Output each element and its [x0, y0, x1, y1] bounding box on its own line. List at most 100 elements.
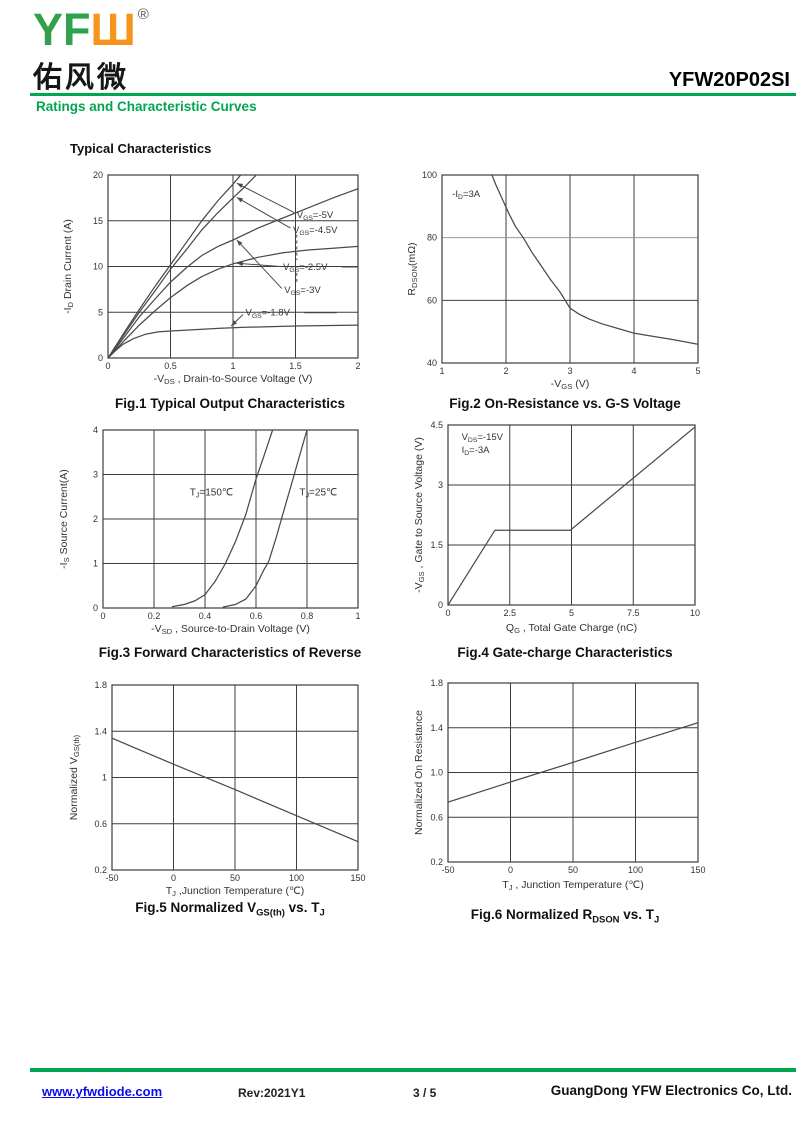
- footer-rule: [30, 1068, 796, 1072]
- svg-text:4.5: 4.5: [430, 420, 443, 430]
- svg-text:-50: -50: [441, 865, 454, 875]
- svg-text:5: 5: [695, 366, 700, 376]
- footer-page-number: 3 / 5: [413, 1086, 437, 1100]
- svg-text:2: 2: [503, 366, 508, 376]
- svg-text:50: 50: [568, 865, 578, 875]
- svg-text:VGS=-3V: VGS=-3V: [284, 285, 321, 297]
- header-rule: [30, 93, 796, 96]
- svg-text:VGS=-1.8V: VGS=-1.8V: [246, 308, 291, 320]
- svg-text:7.5: 7.5: [627, 608, 640, 618]
- svg-text:TJ=25℃: TJ=25℃: [299, 487, 337, 499]
- svg-text:0: 0: [438, 600, 443, 610]
- svg-text:100: 100: [289, 873, 304, 883]
- svg-text:150: 150: [350, 873, 365, 883]
- svg-text:-50: -50: [105, 873, 118, 883]
- section-heading: Ratings and Characteristic Curves: [36, 99, 257, 114]
- svg-text:0: 0: [98, 353, 103, 363]
- figure-2-chart: 1 2 3 4 5 40 60 80 100 -ID=3A -VGS (V) RDSON(mΩ): [408, 170, 701, 391]
- svg-text:1.8: 1.8: [430, 678, 443, 688]
- svg-text:1: 1: [355, 611, 360, 621]
- svg-text:15: 15: [93, 216, 103, 226]
- svg-text:Normalized VGS(th): Normalized VGS(th): [68, 734, 81, 820]
- svg-text:QG , Total Gate Charge (nC): QG , Total Gate Charge (nC): [506, 622, 637, 635]
- svg-text:5: 5: [569, 608, 574, 618]
- svg-text:1: 1: [439, 366, 444, 376]
- svg-text:TJ=150℃: TJ=150℃: [190, 487, 233, 499]
- logo-wordmark: YFШ ®: [33, 6, 149, 53]
- svg-text:5: 5: [98, 307, 103, 317]
- svg-text:60: 60: [427, 295, 437, 305]
- svg-text:1.5: 1.5: [430, 540, 443, 550]
- figure-2-caption: Fig.2 On-Resistance vs. G-S Voltage: [449, 396, 681, 411]
- svg-text:TJ ,Junction Temperature (℃): TJ ,Junction Temperature (℃): [166, 885, 305, 898]
- svg-text:TJ , Junction Temperature (℃): TJ , Junction Temperature (℃): [502, 879, 643, 892]
- svg-text:40: 40: [427, 358, 437, 368]
- footer-company-name: GuangDong YFW Electronics Co, Ltd.: [550, 1083, 792, 1098]
- svg-text:VGS=-2.5V: VGS=-2.5V: [283, 262, 328, 274]
- figure-6-chart: -50 0 50 100 150 0.2 0.6 1.0 1.4 1.8 TJ , Junction…: [413, 678, 706, 892]
- svg-text:20: 20: [93, 170, 103, 180]
- svg-text:0: 0: [171, 873, 176, 883]
- svg-text:Normalized On Resistance: Normalized On Resistance: [413, 710, 425, 835]
- svg-text:VGS=-4.5V: VGS=-4.5V: [293, 225, 338, 237]
- svg-text:0: 0: [445, 608, 450, 618]
- svg-text:150: 150: [690, 865, 705, 875]
- svg-text:50: 50: [230, 873, 240, 883]
- svg-text:1: 1: [102, 773, 107, 783]
- svg-text:0.6: 0.6: [430, 812, 443, 822]
- logo-w-glyph: Ш: [90, 4, 136, 55]
- figure-6-caption: Fig.6 Normalized RDSON vs. TJ: [470, 907, 660, 926]
- svg-text:1.4: 1.4: [430, 723, 443, 733]
- svg-text:0.5: 0.5: [164, 361, 177, 371]
- svg-text:4: 4: [93, 425, 98, 435]
- svg-text:0: 0: [508, 865, 513, 875]
- figure-3-chart: 0 0.2 0.4 0.6 0.8 1 0 1 2 3 4 TJ=150℃ TJ=25℃ -VSD , S…: [58, 425, 361, 636]
- svg-text:10: 10: [93, 262, 103, 272]
- svg-text:10: 10: [690, 608, 700, 618]
- svg-text:0.8: 0.8: [301, 611, 314, 621]
- svg-text:0: 0: [105, 361, 110, 371]
- figure-1-chart: 0 0.5 1 1.5 205101520VGS=-5VVGS=-4.5VVGS=-2.…: [62, 170, 361, 386]
- svg-text:1.0: 1.0: [430, 768, 443, 778]
- svg-text:1: 1: [230, 361, 235, 371]
- svg-text:2: 2: [355, 361, 360, 371]
- svg-text:100: 100: [628, 865, 643, 875]
- svg-text:-ID=3A: -ID=3A: [452, 189, 481, 201]
- svg-text:-VGS (V): -VGS (V): [551, 378, 589, 391]
- svg-text:3: 3: [93, 470, 98, 480]
- svg-text:-VGS , Gate to Source Voltage: -VGS , Gate to Source Voltage (V): [413, 437, 426, 593]
- part-number-title: YFW20P02SI: [668, 69, 790, 91]
- svg-text:3: 3: [567, 366, 572, 376]
- svg-text:-VSD , Source-to-Drain Voltage: -VSD , Source-to-Drain Voltage (V): [151, 623, 310, 636]
- svg-text:80: 80: [427, 233, 437, 243]
- figure-5-caption: Fig.5 Normalized VGS(th) vs. TJ: [135, 900, 325, 919]
- svg-text:1.5: 1.5: [289, 361, 302, 371]
- svg-text:0.4: 0.4: [199, 611, 212, 621]
- typical-characteristics-heading: Typical Characteristics: [70, 141, 212, 156]
- figure-4-caption: Fig.4 Gate-charge Characteristics: [457, 645, 673, 660]
- svg-text:0.2: 0.2: [430, 857, 443, 867]
- svg-text:1.8: 1.8: [94, 680, 107, 690]
- svg-text:ID=-3A: ID=-3A: [462, 445, 491, 457]
- svg-text:0.6: 0.6: [250, 611, 263, 621]
- svg-text:0: 0: [100, 611, 105, 621]
- svg-text:-ID Drain Current (A): -ID Drain Current (A): [62, 219, 75, 314]
- logo-yf-text: YF: [33, 4, 91, 55]
- logo-chinese-text: 佑风微: [33, 62, 130, 95]
- svg-text:4: 4: [631, 366, 636, 376]
- svg-text:0.2: 0.2: [94, 865, 107, 875]
- registered-mark-icon: ®: [137, 6, 149, 23]
- footer-revision: Rev:2021Y1: [238, 1086, 306, 1100]
- svg-text:VGS=-5V: VGS=-5V: [297, 210, 334, 222]
- svg-text:2: 2: [93, 514, 98, 524]
- footer-website-link[interactable]: www.yfwdiode.com: [42, 1084, 163, 1099]
- svg-text:3: 3: [438, 480, 443, 490]
- svg-text:0: 0: [93, 603, 98, 613]
- svg-text:-IS Source Current(A): -IS Source Current(A): [58, 469, 71, 569]
- svg-text:1: 1: [93, 559, 98, 569]
- brand-logo: YFШ ® 佑风微: [33, 6, 149, 96]
- svg-text:100: 100: [422, 170, 437, 180]
- figure-1-caption: Fig.1 Typical Output Characteristics: [114, 396, 346, 411]
